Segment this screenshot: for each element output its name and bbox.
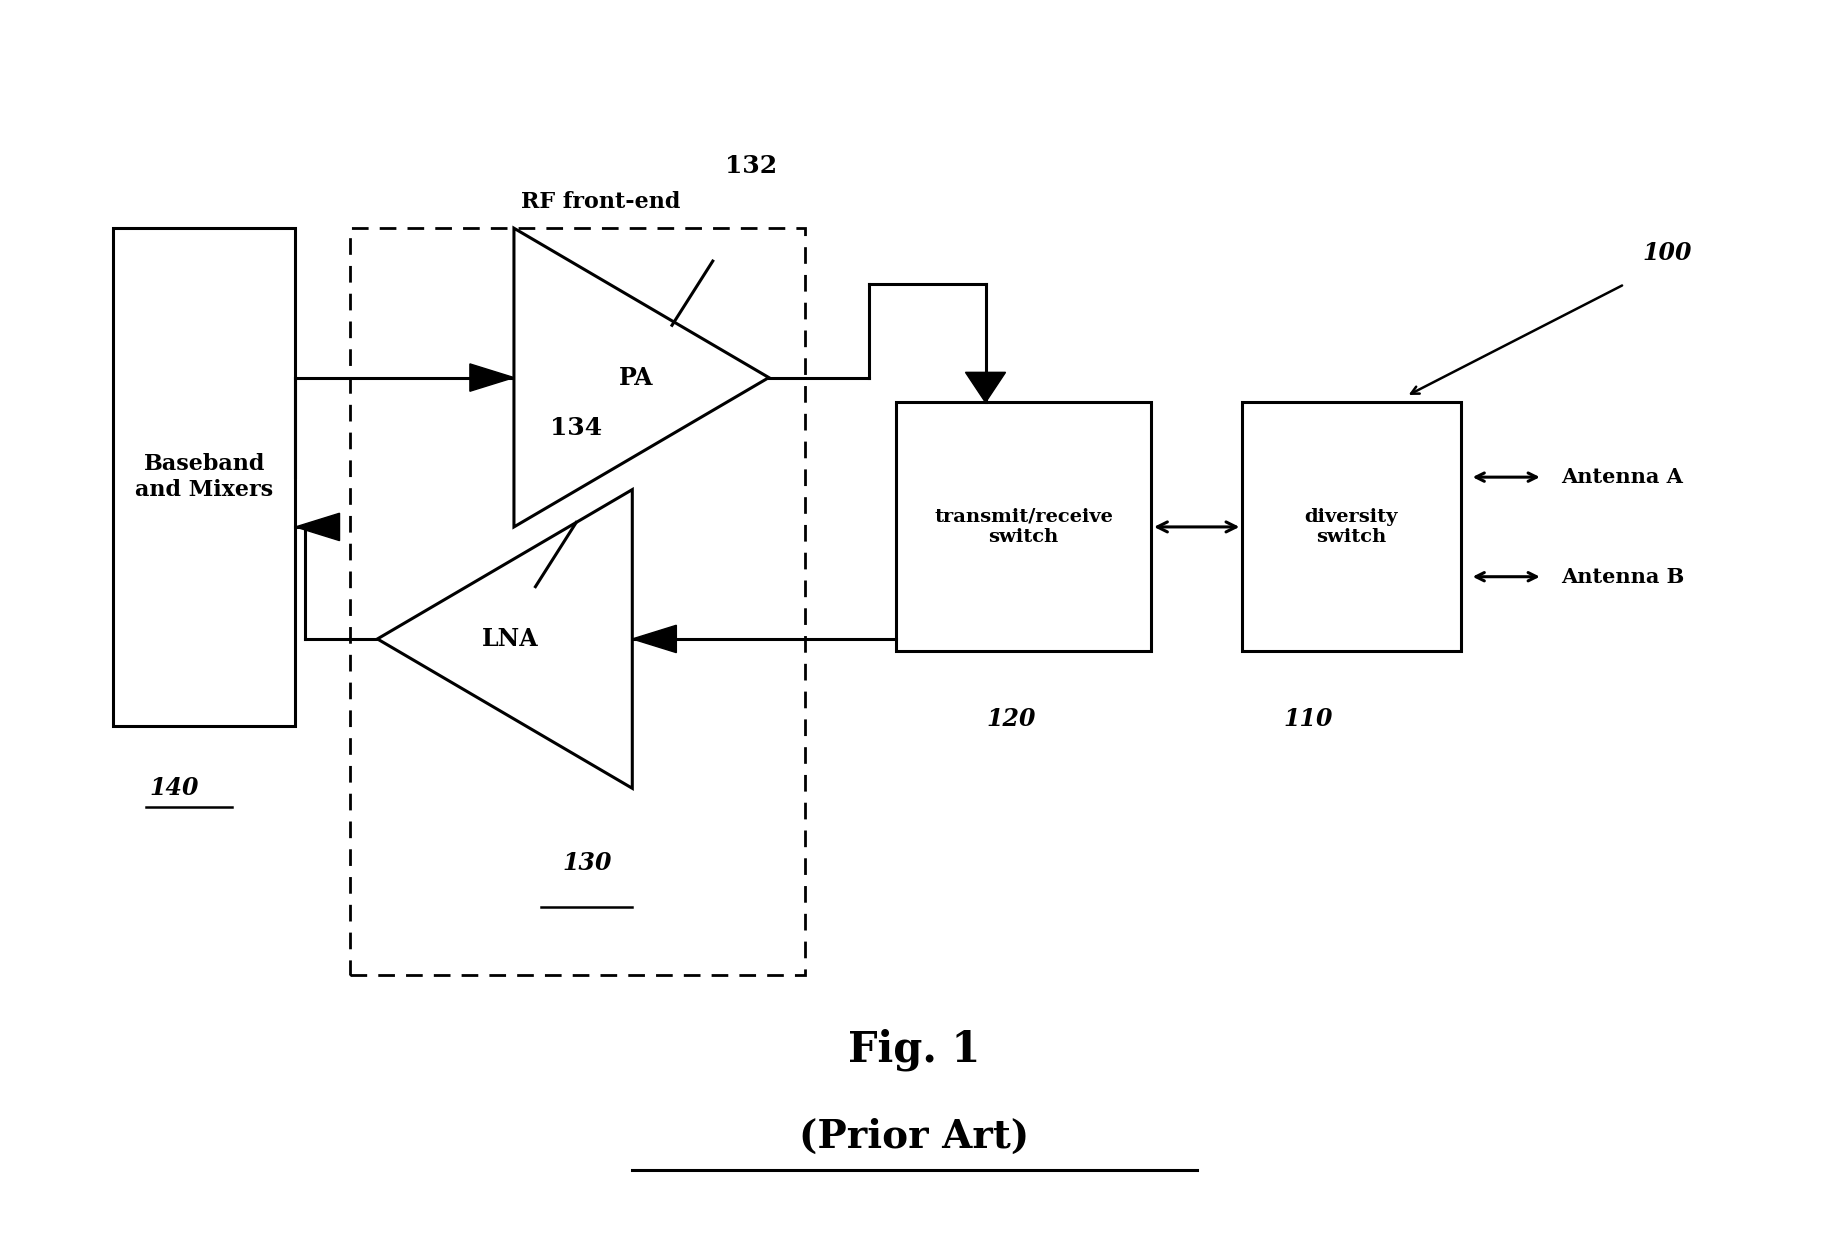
- Text: diversity
switch: diversity switch: [1304, 507, 1397, 546]
- Bar: [113, 228, 296, 725]
- Text: Antenna A: Antenna A: [1560, 467, 1683, 487]
- Bar: [896, 402, 1150, 652]
- Polygon shape: [296, 514, 340, 540]
- Text: Fig. 1: Fig. 1: [849, 1029, 980, 1071]
- Polygon shape: [514, 228, 768, 528]
- Text: 140: 140: [150, 776, 199, 799]
- Bar: [349, 228, 805, 975]
- Polygon shape: [633, 625, 677, 653]
- Text: 110: 110: [1282, 708, 1333, 732]
- Polygon shape: [377, 490, 633, 788]
- Polygon shape: [470, 363, 514, 391]
- Text: RF front-end: RF front-end: [521, 192, 680, 213]
- Text: 134: 134: [551, 416, 602, 440]
- Text: Baseband
and Mixers: Baseband and Mixers: [135, 454, 274, 501]
- Text: 120: 120: [986, 708, 1035, 732]
- Polygon shape: [966, 372, 1006, 402]
- Text: LNA: LNA: [481, 626, 538, 652]
- Text: (Prior Art): (Prior Art): [799, 1118, 1030, 1155]
- Text: transmit/receive
switch: transmit/receive switch: [935, 507, 1114, 546]
- Bar: [1242, 402, 1461, 652]
- Text: PA: PA: [618, 366, 653, 390]
- Text: 132: 132: [724, 154, 777, 178]
- Text: 130: 130: [562, 851, 611, 875]
- Text: 100: 100: [1642, 241, 1692, 266]
- Text: Antenna B: Antenna B: [1560, 566, 1685, 586]
